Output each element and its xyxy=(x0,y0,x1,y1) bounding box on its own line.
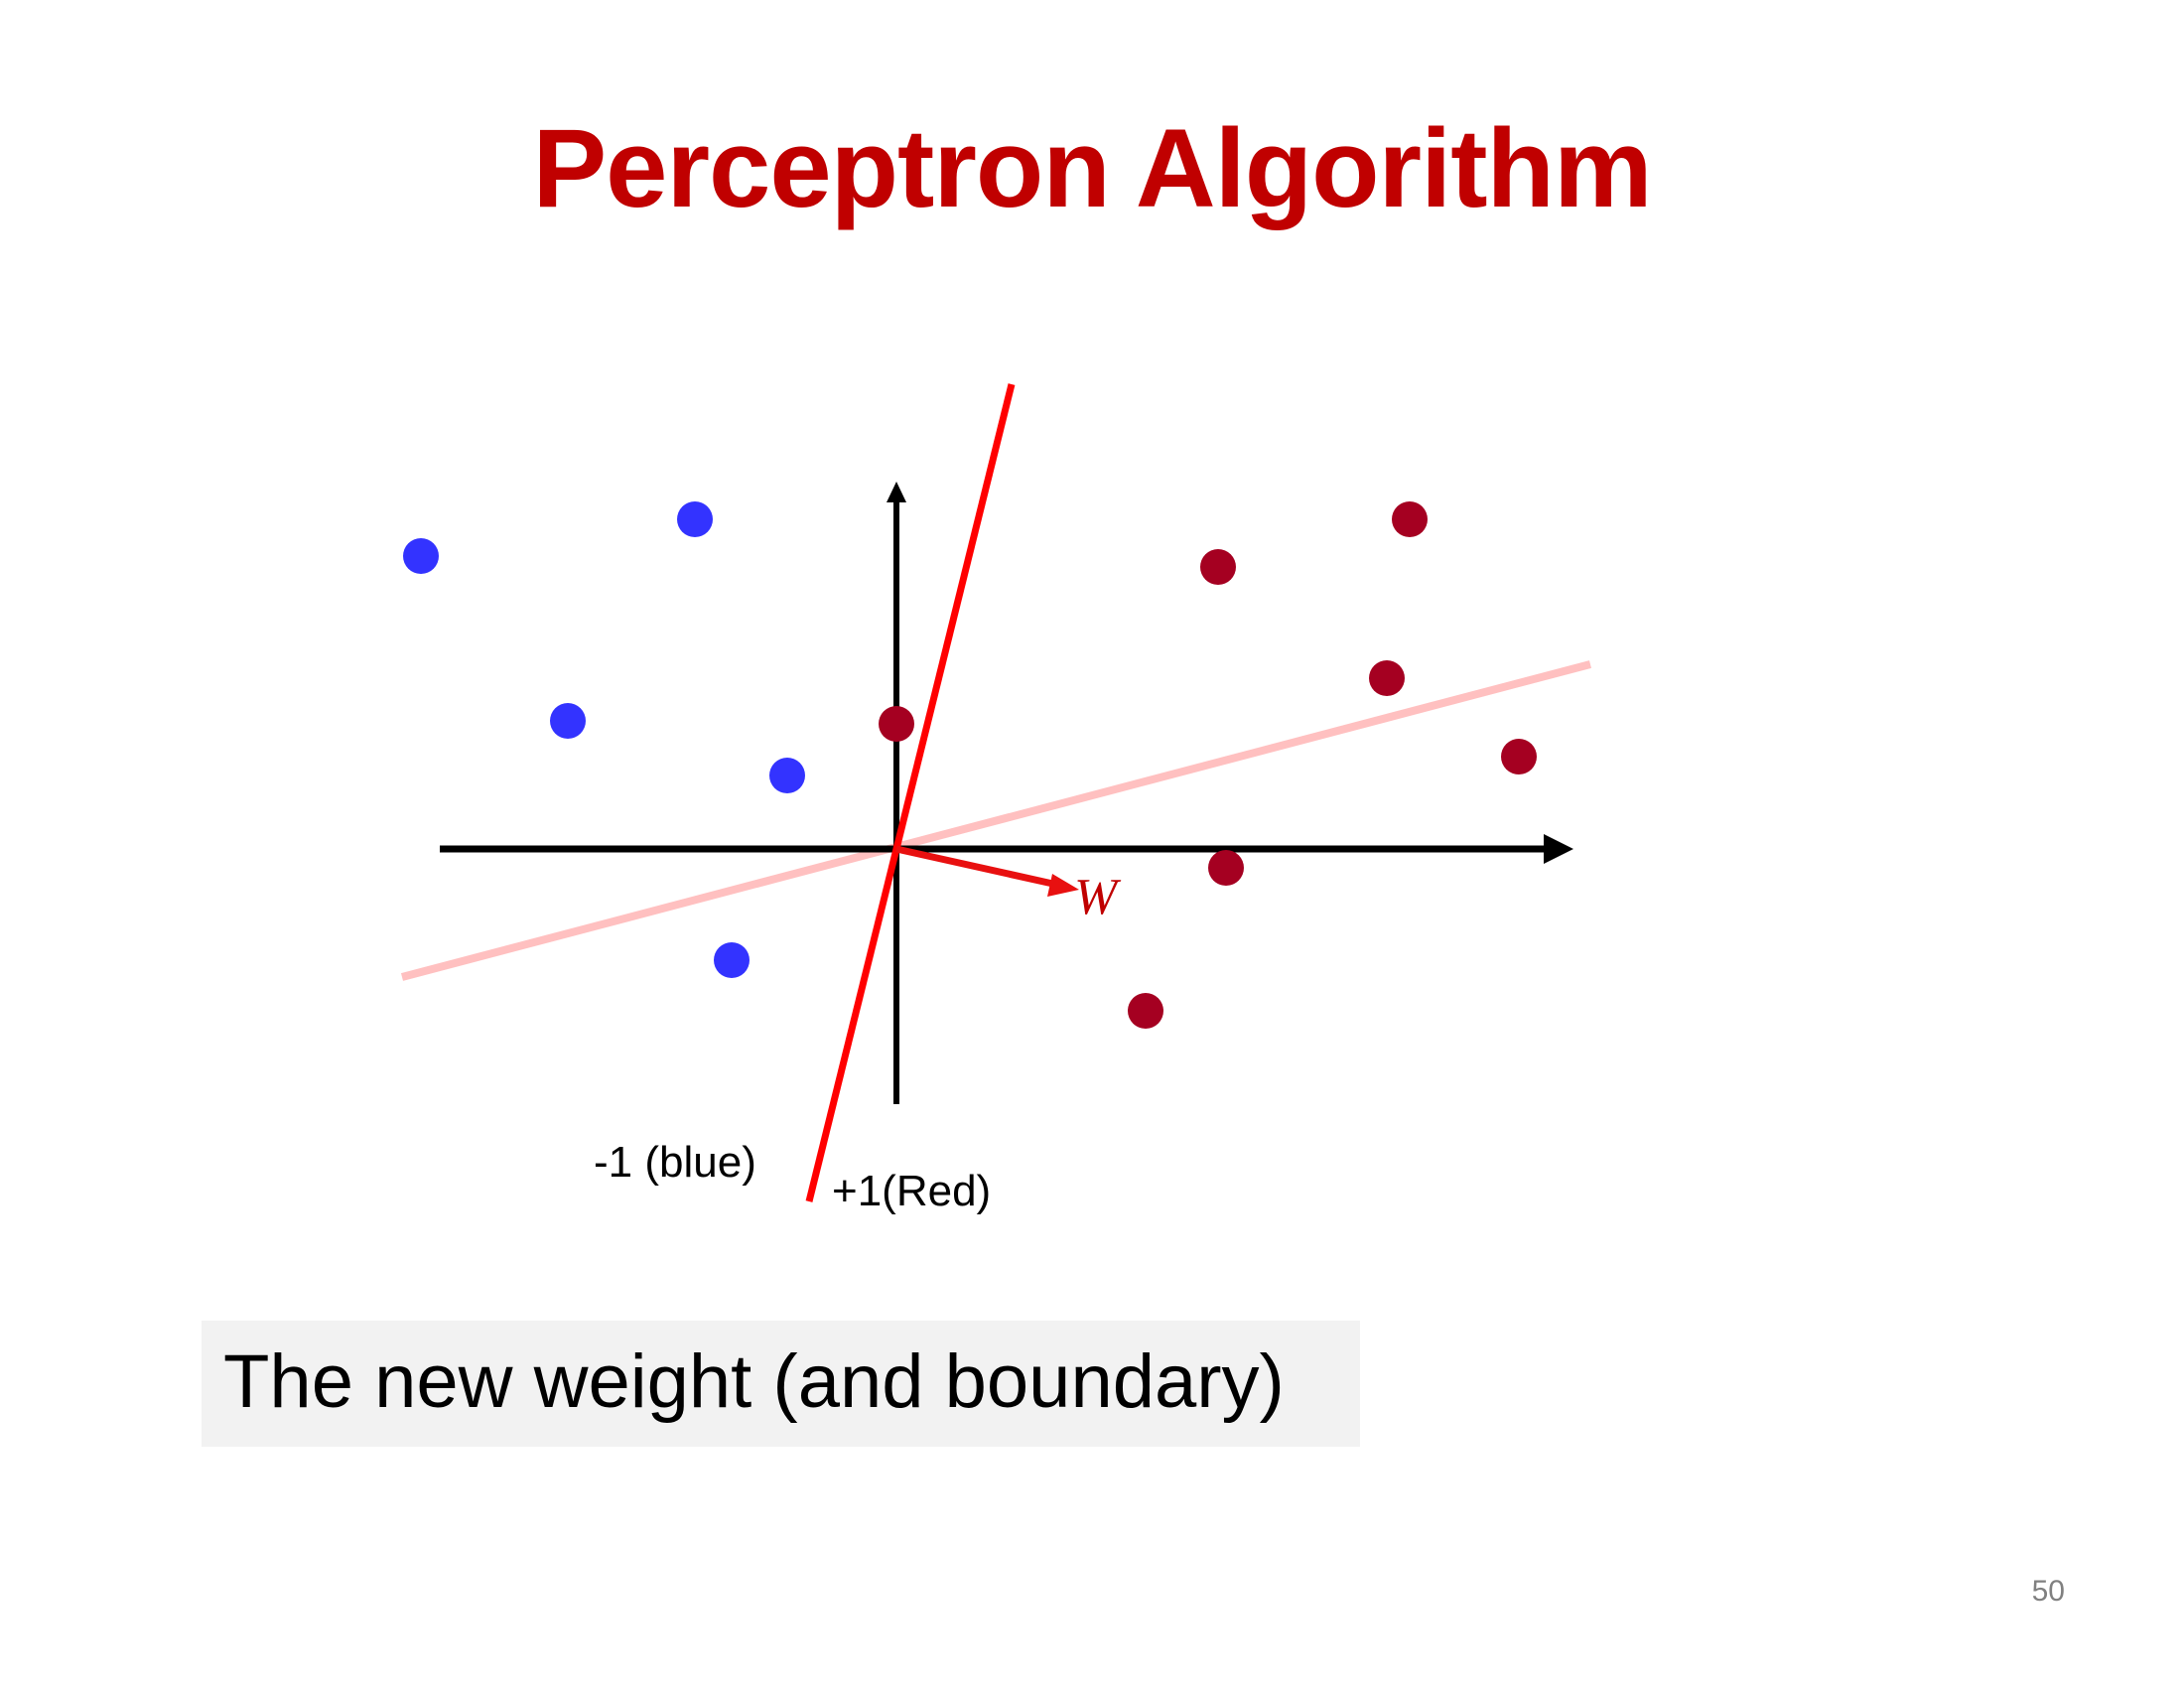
x-axis-arrowhead xyxy=(1544,834,1573,864)
blue-point xyxy=(550,703,586,739)
red-point xyxy=(1200,549,1236,585)
red-point xyxy=(1501,739,1537,774)
caption-text: The new weight (and boundary) xyxy=(223,1339,1285,1424)
weight-vector-arrowhead xyxy=(1047,874,1079,897)
old-decision-boundary xyxy=(400,660,1592,981)
blue-point xyxy=(403,538,439,574)
weight-label: W xyxy=(1074,869,1122,925)
blue-point xyxy=(769,758,805,793)
red-point xyxy=(879,706,914,742)
caption-box: The new weight (and boundary) xyxy=(202,1321,1360,1447)
weight-vector xyxy=(895,845,1058,889)
y-axis-arrowhead xyxy=(887,482,906,502)
positive-class-label: +1(Red) xyxy=(832,1167,991,1215)
red-point xyxy=(1208,850,1244,886)
red-point xyxy=(1369,660,1405,696)
red-point xyxy=(1128,993,1163,1029)
new-decision-boundary xyxy=(805,383,1016,1202)
slide-title: Perceptron Algorithm xyxy=(532,106,1652,230)
blue-point xyxy=(714,942,750,978)
blue-point xyxy=(677,501,713,537)
page-number: 50 xyxy=(2031,1575,2065,1608)
red-point xyxy=(1392,501,1428,537)
negative-class-label: -1 (blue) xyxy=(594,1138,756,1187)
